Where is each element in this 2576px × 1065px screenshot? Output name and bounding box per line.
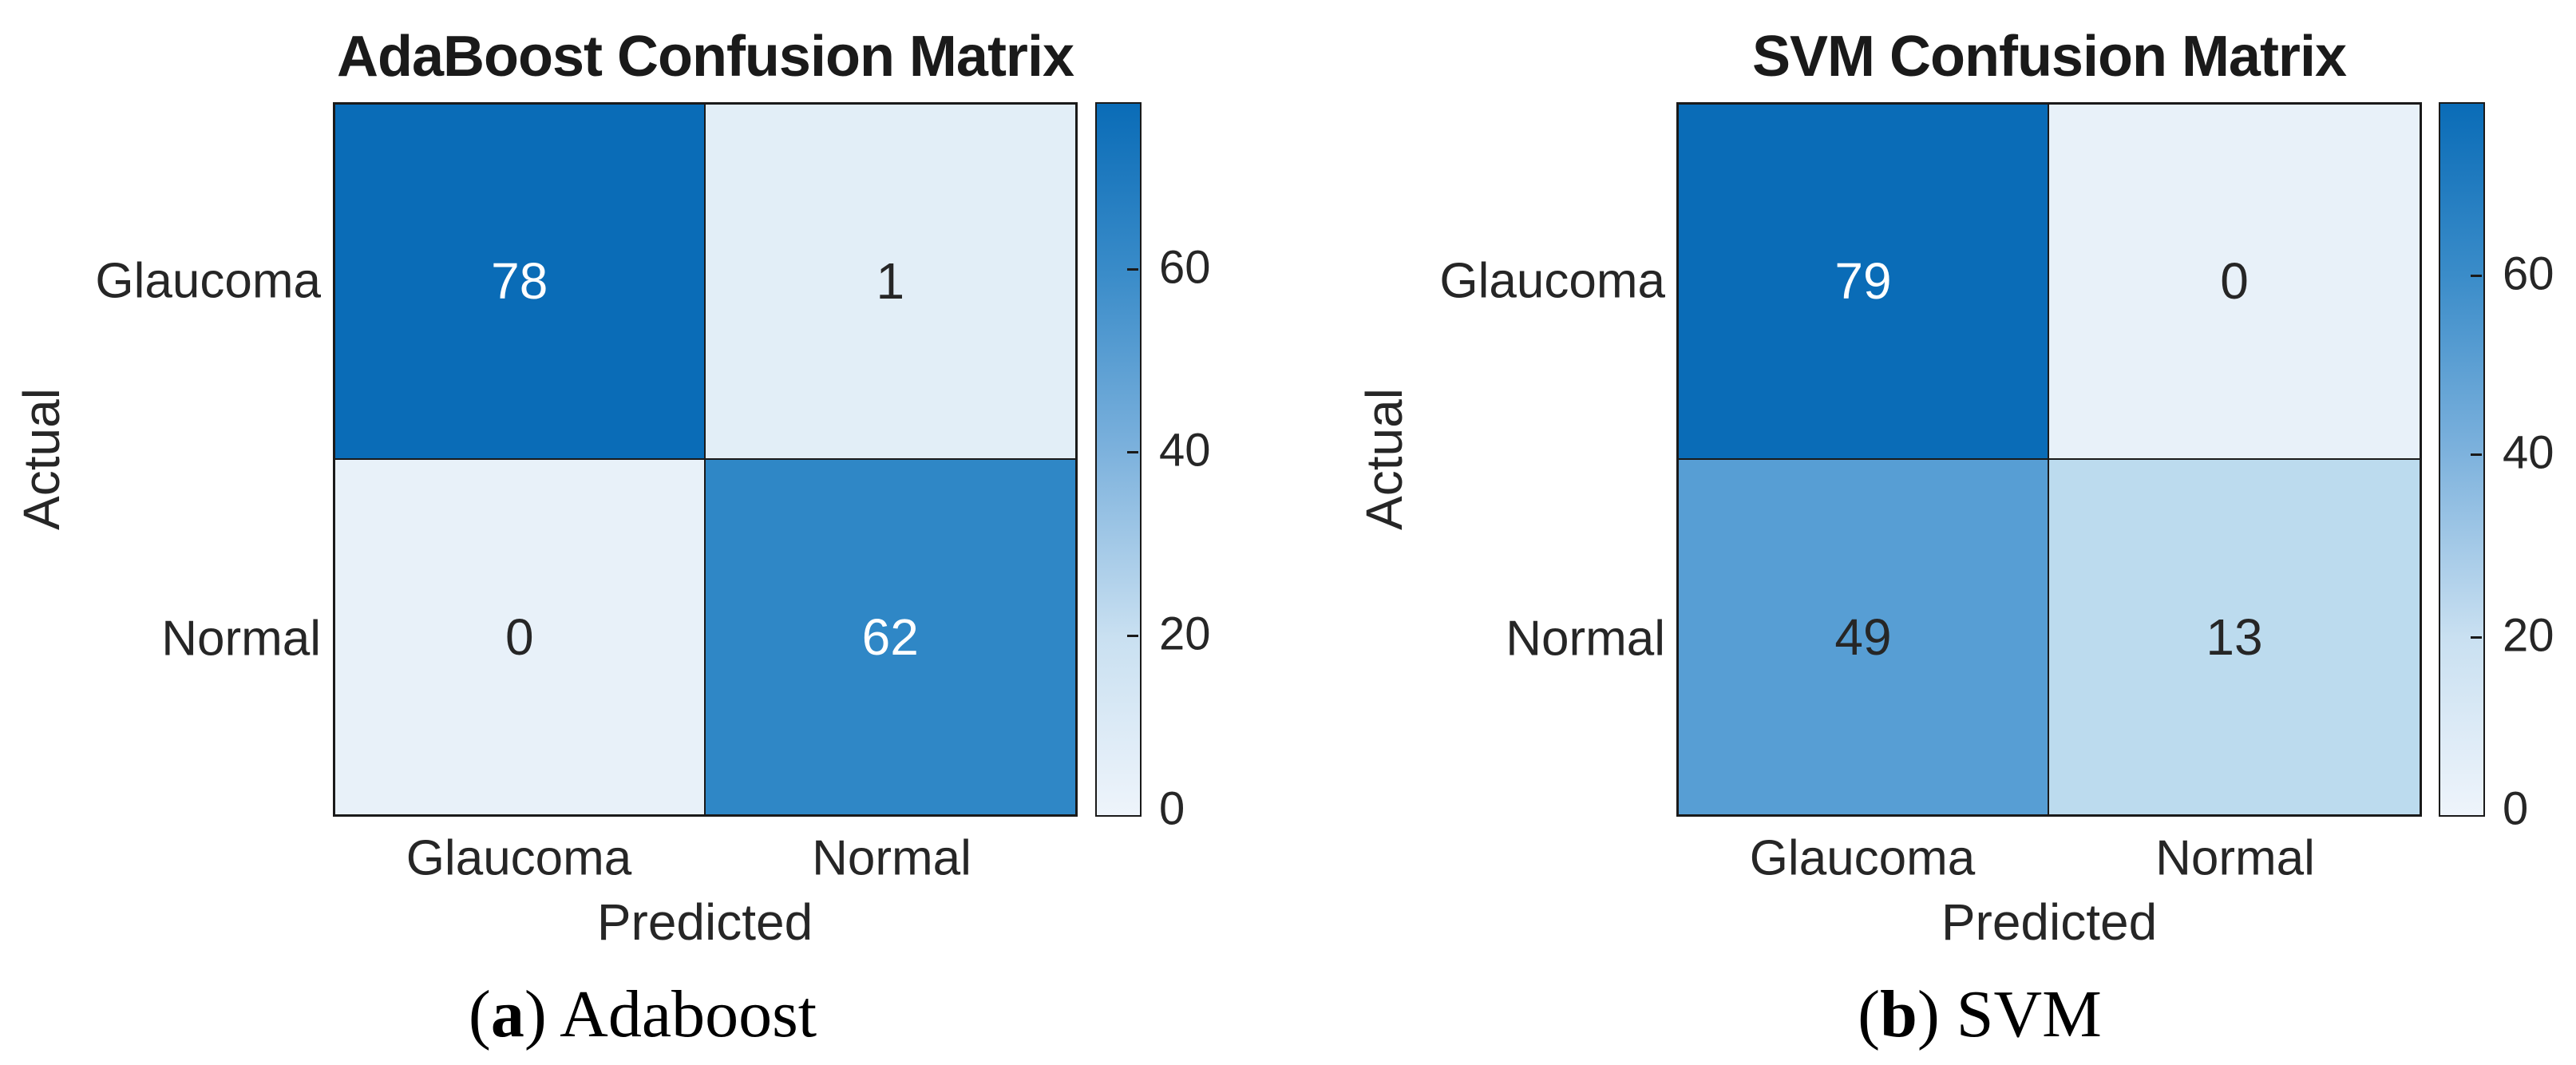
panel-a-xlabel: Predicted	[596, 893, 813, 951]
panel-a-cb-label-0: 0	[1159, 782, 1185, 835]
panel-a-cb-label-40: 40	[1159, 424, 1211, 477]
panel-a-ylabel: Actual	[13, 388, 70, 530]
panel-a-caption: (a) Adaboost	[469, 976, 817, 1053]
matrix-cell-b-normal-glaucoma: 49	[1679, 459, 2049, 814]
caption-a-label: Adaboost	[560, 977, 817, 1051]
panel-b-cb-label-60: 60	[2503, 247, 2554, 300]
panel-b-cb-label-0: 0	[2503, 782, 2529, 835]
caption-b-open-paren: (	[1858, 977, 1881, 1051]
caption-a-close-paren: )	[524, 977, 560, 1051]
colorbar-tick-60	[2471, 275, 2482, 277]
panel-a-ytick-glaucoma: Glaucoma	[95, 253, 321, 309]
matrix-cell-b-glaucoma-glaucoma: 79	[1679, 105, 2049, 460]
panel-b-ylabel: Actual	[1355, 388, 1413, 530]
caption-a-letter: a	[490, 977, 524, 1051]
panel-b-ytick-normal: Normal	[1506, 611, 1665, 667]
matrix-cell-a-normal-normal: 62	[705, 459, 1075, 814]
panel-a-matrix: 78 1 0 62	[333, 102, 1078, 817]
caption-b-close-paren: )	[1917, 977, 1957, 1051]
panel-b-title: SVM Confusion Matrix	[1751, 25, 2347, 89]
panel-b-matrix: 79 0 49 13	[1676, 102, 2422, 817]
caption-a-open-paren: (	[468, 977, 491, 1051]
colorbar-tick-20	[1127, 635, 1138, 637]
matrix-cell-a-glaucoma-normal: 1	[705, 105, 1075, 460]
panel-b-colorbar	[2439, 102, 2485, 817]
panel-a-cb-label-20: 20	[1159, 608, 1211, 660]
matrix-cell-a-glaucoma-glaucoma: 78	[335, 105, 706, 460]
panel-b-cb-label-20: 20	[2503, 609, 2554, 662]
matrix-cell-a-normal-glaucoma: 0	[335, 459, 706, 814]
panel-b-cb-label-40: 40	[2503, 426, 2554, 479]
panel-b-xlabel: Predicted	[1941, 893, 2158, 951]
panel-b-caption: (b) SVM	[1858, 976, 2102, 1053]
panel-b-xtick-normal: Normal	[2155, 830, 2315, 886]
panel-a-cb-label-60: 60	[1159, 241, 1211, 294]
panel-b-ytick-glaucoma: Glaucoma	[1439, 253, 1665, 309]
panel-b-xtick-glaucoma: Glaucoma	[1749, 830, 1976, 886]
panel-a-title: AdaBoost Confusion Matrix	[337, 25, 1074, 89]
matrix-cell-b-normal-normal: 13	[2049, 459, 2420, 814]
panel-a-colorbar	[1095, 102, 1142, 817]
colorbar-tick-60	[1127, 268, 1138, 271]
colorbar-tick-40	[1127, 451, 1138, 453]
caption-b-label: SVM	[1956, 977, 2102, 1051]
panel-a-ytick-normal: Normal	[161, 611, 321, 667]
panel-a-xtick-normal: Normal	[812, 830, 971, 886]
panel-a-xtick-glaucoma: Glaucoma	[406, 830, 632, 886]
colorbar-tick-20	[2471, 636, 2482, 639]
matrix-cell-b-glaucoma-normal: 0	[2049, 105, 2420, 460]
colorbar-tick-40	[2471, 453, 2482, 456]
caption-b-letter: b	[1880, 977, 1917, 1051]
